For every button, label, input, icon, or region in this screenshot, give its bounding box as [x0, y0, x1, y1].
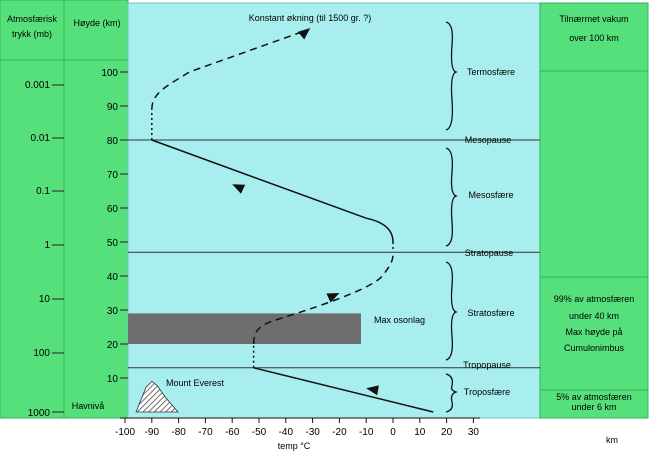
pressure-tick: 10 — [39, 294, 51, 305]
ozone-layer-band — [128, 313, 361, 344]
segment-troposphere — [253, 367, 434, 413]
height-header: Høyde (km) — [74, 18, 121, 28]
brace-mesosfaere — [445, 147, 459, 247]
pressure-tick: 100 — [33, 348, 50, 359]
layer-braces — [445, 21, 459, 413]
layer-mesosfaere: Mesosfære — [468, 190, 513, 200]
note-5-line2: under 6 km — [571, 402, 616, 412]
layer-termosfaere: Termosfære — [467, 67, 515, 77]
temp-tick: 10 — [414, 427, 426, 438]
pressure-header-line2: trykk (mb) — [12, 29, 52, 39]
temp-tick: 20 — [441, 427, 453, 438]
height-tick: 90 — [107, 102, 119, 113]
height-tick: 10 — [107, 374, 119, 385]
pressure-tick: 0.01 — [31, 133, 51, 144]
note-5-line1: 5% av atmosfæren — [556, 392, 632, 402]
km-label: km — [606, 435, 618, 445]
height-ticks: 100 90 80 70 60 50 40 30 20 10 — [101, 68, 128, 385]
vacuum-header-box — [539, 2, 649, 72]
height-tick: 20 — [107, 340, 119, 351]
pressure-tick: 0.1 — [36, 186, 50, 197]
vacuum-header-line2: over 100 km — [569, 33, 619, 43]
height-tick: 70 — [107, 170, 119, 181]
arrow-thermosphere — [297, 28, 311, 40]
temp-tick: -40 — [279, 427, 294, 438]
layer-tropopause: Tropopause — [463, 360, 511, 370]
note-99-line2: under 40 km — [569, 311, 619, 321]
temp-tick: 0 — [390, 427, 396, 438]
pressure-tick: 0.001 — [25, 80, 50, 91]
height-tick: 100 — [101, 68, 118, 79]
arrow-troposphere — [366, 385, 379, 396]
pressure-tick: 1 — [44, 240, 50, 251]
temp-tick: -60 — [225, 427, 240, 438]
layer-boundaries — [128, 139, 540, 369]
note-cumulo-line2: Cumulonimbus — [564, 343, 625, 353]
arrow-mesosphere — [232, 184, 246, 194]
layer-troposfaere: Troposfære — [464, 387, 510, 397]
notes-box — [539, 276, 649, 391]
brace-troposfaere — [445, 373, 459, 413]
vacuum-header-line1: Tilnærmet vakum — [559, 14, 628, 24]
height-tick: 30 — [107, 306, 119, 317]
arrow-stratosphere — [326, 293, 340, 303]
height-tick: 60 — [107, 204, 119, 215]
pressure-tick: 1000 — [28, 408, 51, 419]
height-tick: 50 — [107, 238, 119, 249]
top-annotation: Konstant økning (til 1500 gr. ?) — [249, 13, 372, 23]
pressure-ticks: 0.001 0.01 0.1 1 10 100 1000 — [25, 80, 64, 419]
ozone-label: Max osonlag — [374, 315, 425, 325]
n5-box — [539, 389, 649, 419]
height-column — [63, 0, 129, 419]
temp-tick: -80 — [171, 427, 186, 438]
layer-stratopause: Stratopause — [465, 248, 514, 258]
temp-tick: -70 — [198, 427, 213, 438]
temp-tick: -50 — [252, 427, 267, 438]
brace-termosfaere — [445, 21, 459, 131]
note-99-line1: 99% av atmosfæren — [554, 294, 635, 304]
height-header-box — [63, 0, 129, 61]
mount-everest-label: Mount Everest — [166, 378, 225, 388]
segment-stratosphere — [252, 252, 394, 345]
pressure-header-line1: Atmosfærisk — [7, 14, 58, 24]
height-tick: 40 — [107, 272, 119, 283]
mount-everest-shape — [135, 380, 179, 413]
temp-tick: 30 — [468, 427, 480, 438]
sea-level-label: Havnivå — [72, 401, 105, 411]
temp-tick: -100 — [115, 427, 135, 438]
temp-tick: -10 — [359, 427, 374, 438]
brace-stratosfaere — [445, 261, 459, 361]
segment-mesosphere — [151, 139, 394, 243]
temp-ticks: -100 -90 -80 -70 -60 -50 -40 -30 -20 -10 0 10 20 30 — [115, 418, 479, 438]
temp-tick: -20 — [332, 427, 347, 438]
segment-thermosphere — [151, 29, 308, 110]
atmosphere-panel — [127, 2, 541, 419]
layer-stratosfaere: Stratosfære — [467, 308, 514, 318]
note-cumulo-line1: Max høyde på — [565, 327, 622, 337]
temp-tick: -30 — [305, 427, 320, 438]
pressure-column — [0, 0, 65, 419]
temp-axis-label: temp °C — [278, 441, 311, 451]
temperature-profile — [151, 28, 434, 413]
layer-mesopause: Mesopause — [465, 135, 512, 145]
height-tick: 80 — [107, 136, 119, 147]
temp-tick: -90 — [145, 427, 160, 438]
